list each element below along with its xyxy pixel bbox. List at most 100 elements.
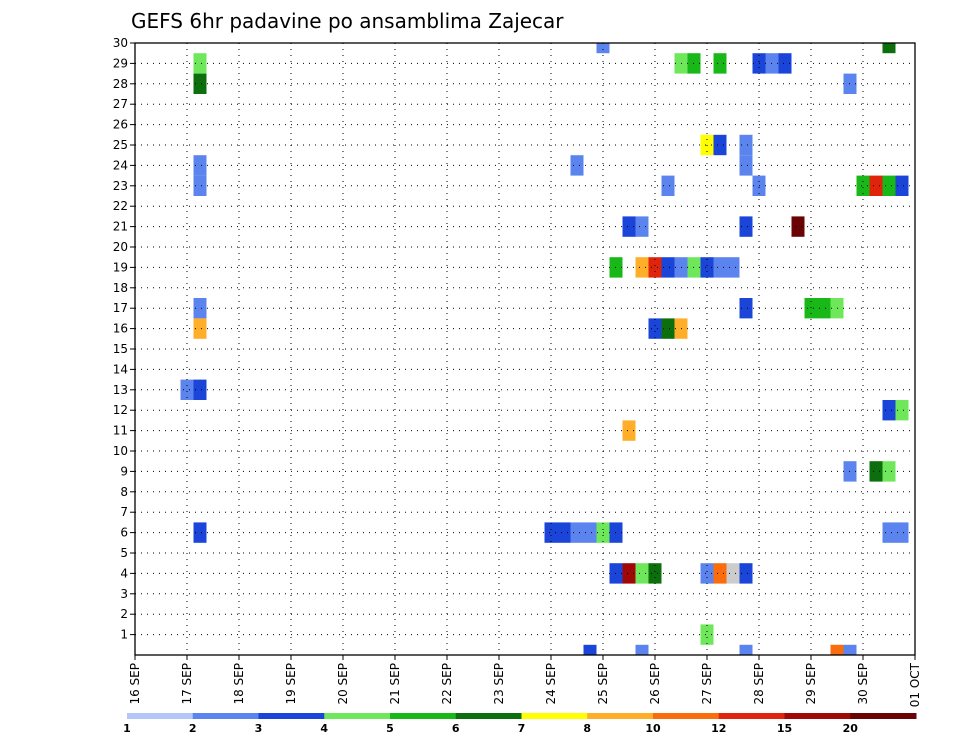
- data-cell: [882, 522, 896, 543]
- chart-title: GEFS 6hr padavine po ansamblima Zajecar: [131, 9, 564, 33]
- data-cell: [193, 73, 207, 94]
- colorbar-label: 1: [123, 722, 131, 735]
- data-cell: [869, 175, 883, 196]
- data-cell: [739, 644, 753, 655]
- y-tick-label: 15: [113, 342, 128, 356]
- data-cell: [713, 563, 727, 584]
- y-tick-label: 28: [113, 77, 128, 91]
- colorbar-segment: [718, 713, 785, 719]
- y-tick-label: 1: [120, 628, 128, 642]
- data-cell: [622, 563, 636, 584]
- data-cell: [583, 522, 597, 543]
- data-cell: [739, 134, 753, 156]
- data-cell: [713, 134, 727, 156]
- y-tick-label: 22: [113, 199, 128, 213]
- x-tick-label: 25 SEP: [596, 663, 610, 705]
- x-tick-label: 30 SEP: [856, 663, 870, 705]
- x-tick-label: 16 SEP: [128, 663, 142, 705]
- colorbar-segment: [258, 713, 325, 719]
- y-tick-label: 14: [113, 362, 128, 376]
- data-cell: [869, 461, 883, 482]
- data-cell: [895, 400, 909, 421]
- colorbar-label: 15: [777, 722, 792, 735]
- data-cell: [713, 53, 727, 74]
- y-tick-label: 12: [113, 403, 128, 417]
- data-cell: [830, 644, 844, 655]
- cells-layer: [180, 43, 909, 655]
- data-cell: [791, 216, 805, 237]
- data-cell: [570, 522, 584, 543]
- data-cell: [843, 644, 857, 655]
- colorbar-label: 2: [189, 722, 197, 735]
- colorbar-label: 10: [645, 722, 661, 735]
- data-cell: [635, 257, 649, 278]
- y-tick-label: 11: [113, 424, 128, 438]
- y-tick-label: 16: [113, 322, 128, 336]
- x-tick-label: 20 SEP: [336, 663, 350, 705]
- y-tick-label: 27: [113, 97, 128, 111]
- y-tick-label: 9: [120, 464, 128, 478]
- data-cell: [193, 522, 207, 543]
- data-cell: [661, 257, 675, 278]
- x-tick-label: 21 SEP: [388, 663, 402, 705]
- data-cell: [739, 155, 753, 176]
- data-cell: [648, 257, 662, 278]
- colorbar-segment: [521, 713, 588, 719]
- data-cell: [700, 563, 714, 584]
- data-cell: [804, 298, 818, 319]
- data-cell: [557, 522, 571, 543]
- colorbar-segment: [455, 713, 522, 719]
- data-cell: [882, 400, 896, 421]
- colorbar-label: 12: [711, 722, 726, 735]
- data-cell: [778, 53, 792, 74]
- data-cell: [622, 216, 636, 237]
- data-cell: [635, 216, 649, 237]
- data-cell: [739, 298, 753, 319]
- data-cell: [635, 644, 649, 655]
- data-cell: [700, 257, 714, 278]
- data-cell: [661, 318, 675, 339]
- data-cell: [817, 298, 831, 319]
- data-cell: [726, 257, 740, 278]
- y-tick-label: 7: [120, 505, 128, 519]
- colorbar-label: 6: [452, 722, 460, 735]
- data-cell: [570, 155, 584, 176]
- colorbar-segment: [784, 713, 851, 719]
- x-tick-label: 28 SEP: [752, 663, 766, 705]
- y-tick-label: 3: [120, 587, 128, 601]
- y-tick-label: 23: [113, 179, 128, 193]
- x-tick-label: 26 SEP: [648, 663, 662, 705]
- colorbar-segment: [850, 713, 917, 719]
- data-cell: [193, 53, 207, 74]
- colorbar-segment: [653, 713, 720, 719]
- data-cell: [180, 379, 194, 400]
- colorbar-label: 20: [843, 722, 859, 735]
- colorbar-label: 7: [518, 722, 526, 735]
- data-cell: [193, 175, 207, 196]
- y-tick-label: 30: [113, 36, 128, 50]
- y-tick-label: 10: [113, 444, 128, 458]
- colorbar: 1 2 3 4 5 6 7 8 10 12 15 20: [123, 713, 917, 735]
- y-tick-label: 4: [120, 566, 128, 580]
- data-cell: [739, 216, 753, 237]
- data-cell: [193, 298, 207, 319]
- colorbar-segment: [324, 713, 391, 719]
- x-tick-label: 24 SEP: [544, 663, 558, 705]
- x-tick-label: 19 SEP: [284, 663, 298, 705]
- colorbar-label: 8: [583, 722, 591, 735]
- y-tick-label: 25: [113, 138, 128, 152]
- data-cell: [635, 563, 649, 584]
- colorbar-segment: [192, 713, 259, 719]
- data-cell: [882, 175, 896, 196]
- data-cell: [596, 43, 610, 54]
- data-cell: [882, 43, 896, 54]
- data-cell: [856, 175, 870, 196]
- data-cell: [739, 563, 753, 584]
- y-tick-label: 8: [120, 485, 128, 499]
- data-cell: [583, 644, 597, 655]
- ticks-layer: 1234567891011121314151617181920212223242…: [113, 36, 922, 707]
- colorbar-label: 3: [255, 722, 263, 735]
- y-tick-label: 5: [120, 546, 128, 560]
